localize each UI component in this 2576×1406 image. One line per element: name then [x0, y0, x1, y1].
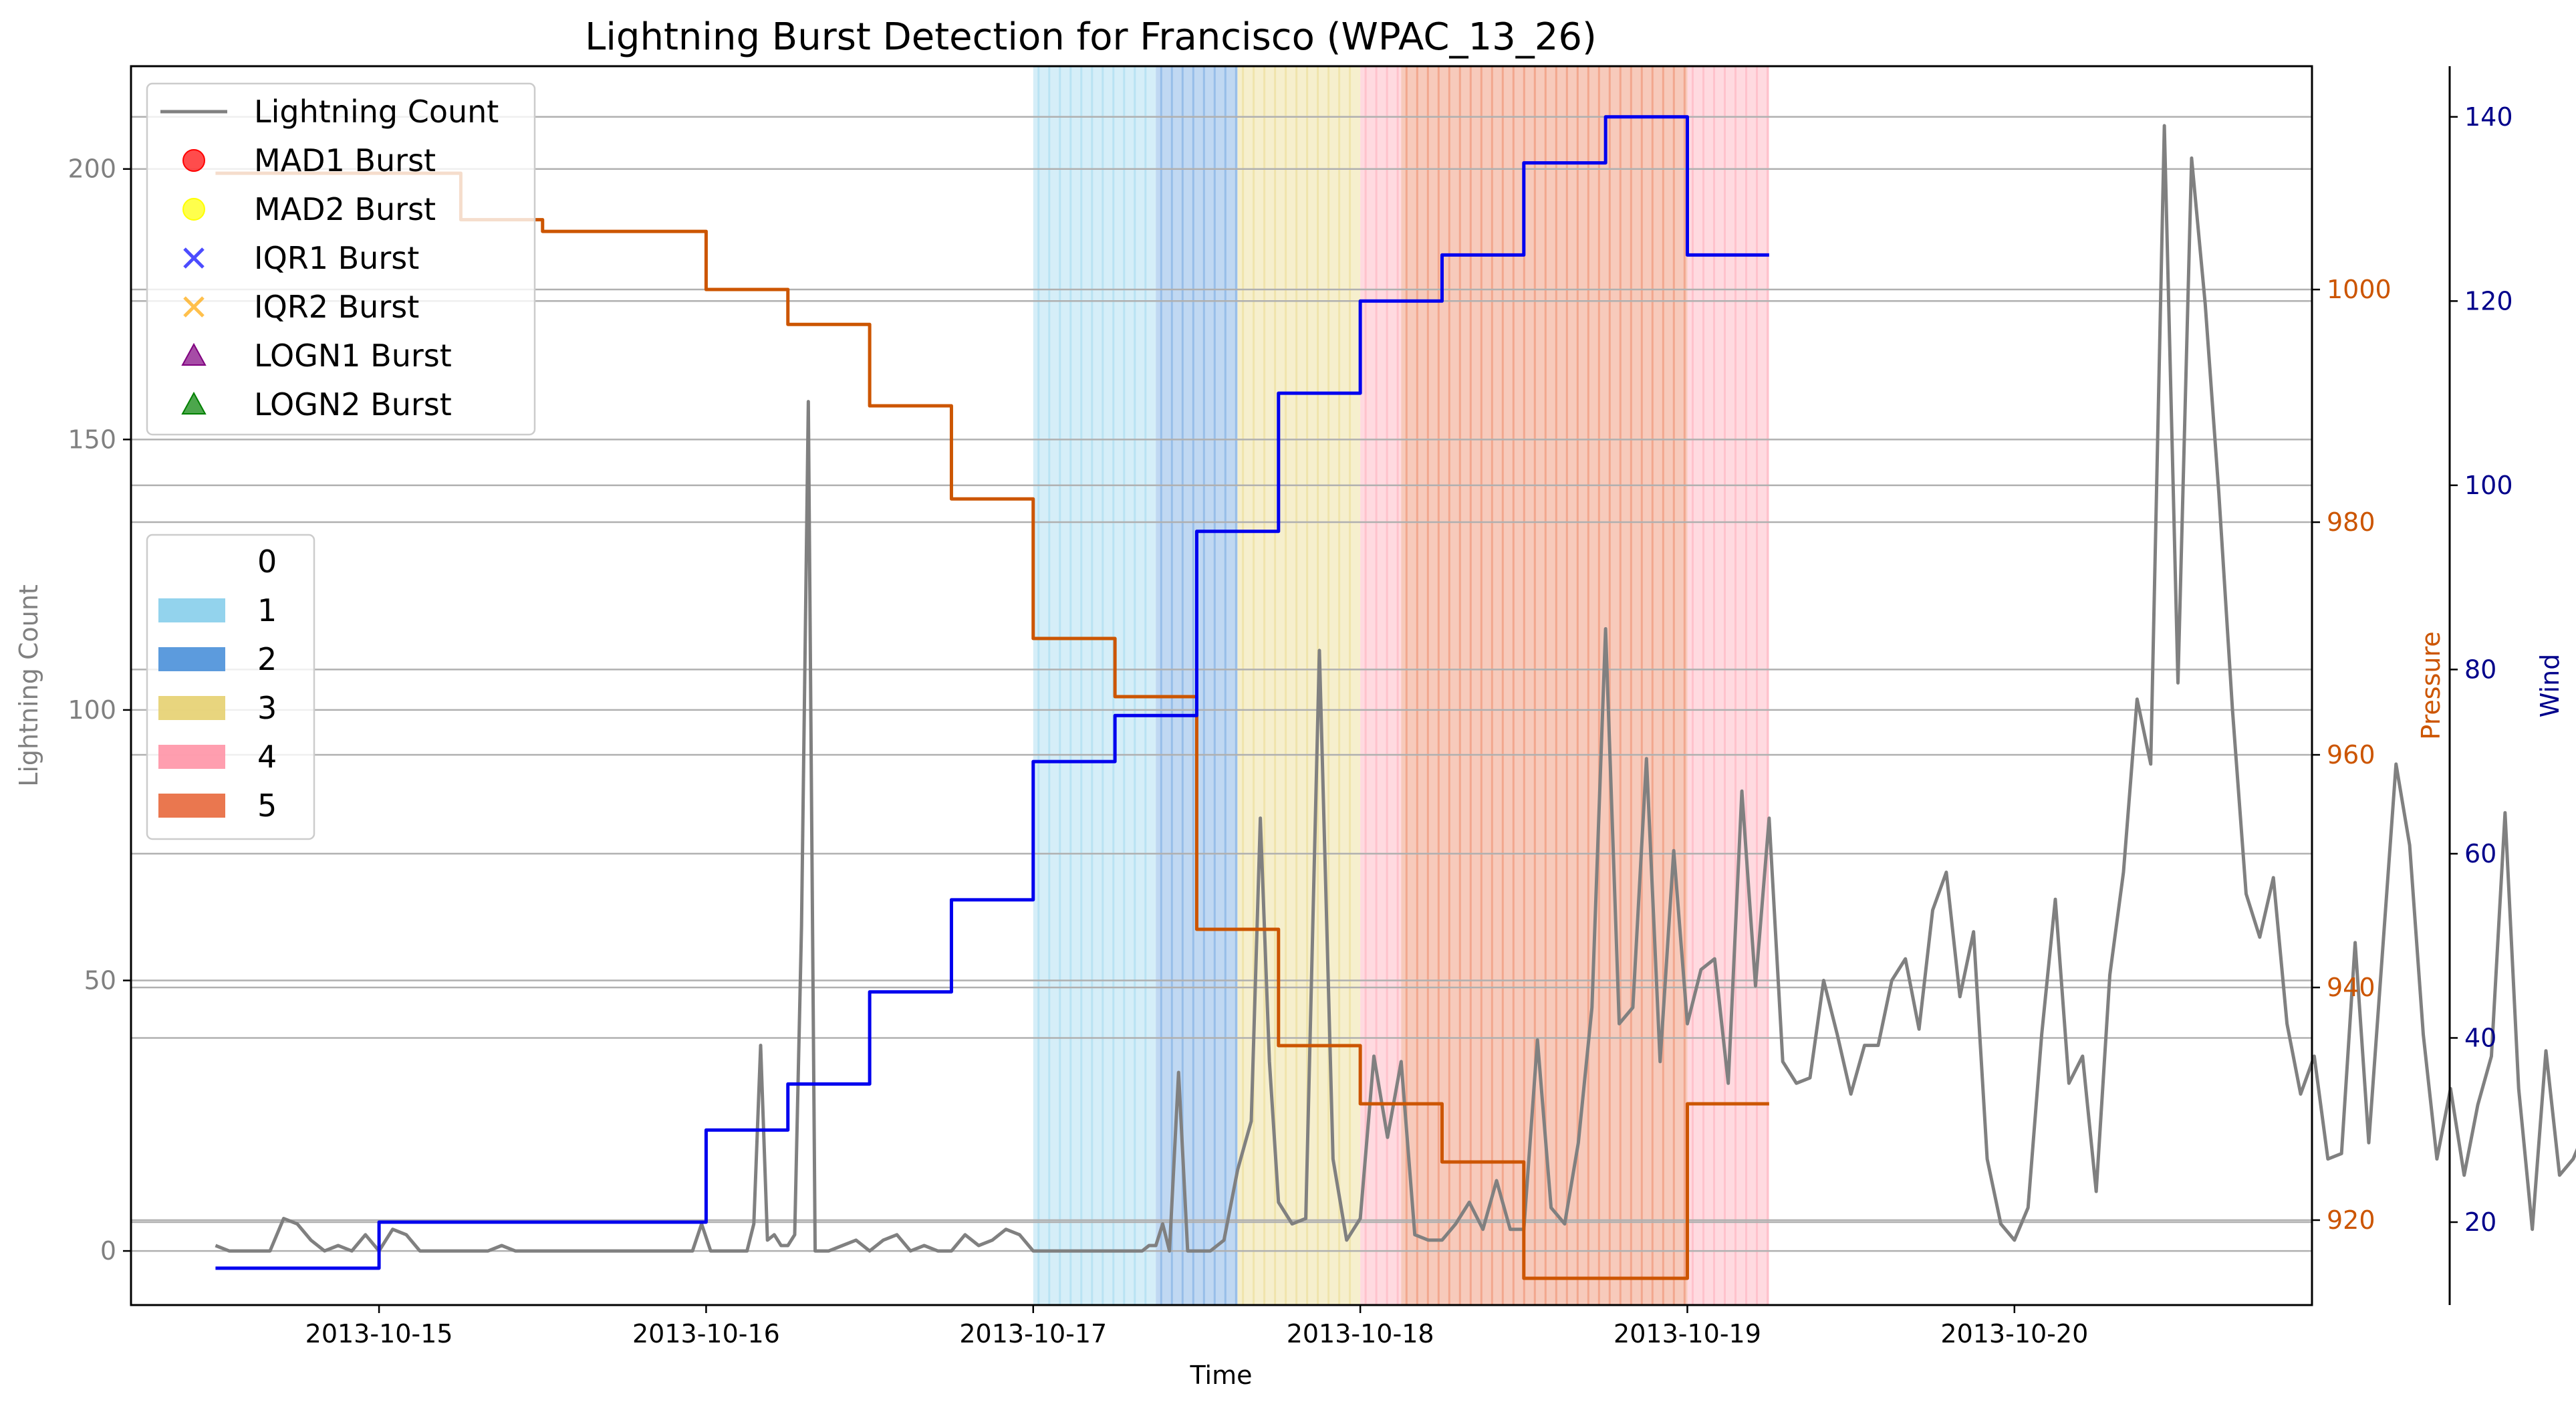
x-axis-label: Time: [1190, 1361, 1253, 1390]
category-legend-box: [146, 534, 315, 840]
series-legend-label: MAD2 Burst: [254, 191, 436, 227]
wind-line: [215, 115, 1769, 1270]
lightning-tick-label: 200: [68, 154, 116, 184]
category-legend-swatch: [158, 794, 225, 818]
wind-tick-label: 20: [2464, 1207, 2496, 1237]
category-bands: [1033, 66, 1769, 1305]
series-legend-label: IQR1 Burst: [254, 240, 419, 276]
category-band-5: [1401, 66, 1688, 1305]
legend-circle-icon: [182, 149, 205, 172]
series-legend-box: [146, 82, 536, 436]
pressure-line: [215, 171, 1769, 1280]
data-lines: [215, 115, 2576, 1280]
x-tick-label: 2013-10-16: [632, 1319, 780, 1349]
lightning-tick-label: 0: [100, 1236, 116, 1266]
axes: 2013-10-15 2013-10-16 2013-10-17 2013-10-18…: [68, 66, 2513, 1349]
category-legend-label: 0: [257, 544, 277, 580]
category-legend-swatch: [158, 598, 225, 622]
y-axis-label-wind: Wind: [2535, 654, 2565, 718]
category-legend-swatch: [158, 745, 225, 769]
lightning-tick-label: 100: [68, 695, 116, 725]
category-legend-label: 3: [257, 690, 277, 726]
x-tick-label: 2013-10-17: [959, 1319, 1107, 1349]
series-legend-label: MAD1 Burst: [254, 142, 436, 179]
y-axis-label-lightning: Lightning Count: [14, 584, 43, 787]
legend-triangle-icon: [181, 391, 207, 415]
horizontal-gridlines: [131, 116, 2312, 1252]
chart-title: Lightning Burst Detection for Francisco …: [585, 15, 1597, 59]
x-tick-label: 2013-10-15: [305, 1319, 453, 1349]
pressure-tick-label: 920: [2327, 1205, 2375, 1235]
category-legend-swatch: [158, 647, 225, 671]
legend-triangle-icon: [181, 342, 207, 366]
category-legend-label: 5: [257, 788, 277, 824]
category-legend-swatch: [158, 550, 225, 574]
wind-tick-label: 120: [2464, 286, 2513, 316]
category-legend-label: 1: [257, 592, 277, 628]
series-legend: Lightning Count MAD1 Burst MAD2 Burst IQR1 …: [146, 82, 536, 436]
wind-tick-label: 140: [2464, 102, 2513, 132]
pressure-tick-label: 980: [2327, 507, 2375, 537]
wind-tick-label: 40: [2464, 1023, 2496, 1052]
category-legend-label: 4: [257, 739, 277, 775]
wind-tick-label: 60: [2464, 839, 2496, 868]
category-band-4: [1687, 66, 1769, 1305]
pressure-tick-label: 960: [2327, 740, 2375, 770]
lightning-count-line: [215, 124, 2576, 1253]
x-tick-label: 2013-10-18: [1287, 1319, 1434, 1349]
wind-tick-label: 80: [2464, 655, 2496, 684]
category-legend-swatch: [158, 696, 225, 720]
series-legend-label: Lightning Count: [254, 94, 499, 130]
legend-circle-icon: [182, 198, 205, 221]
y-axis-label-pressure: Pressure: [2416, 631, 2446, 739]
category-legend-label: 2: [257, 641, 277, 677]
legend-x-icon: [183, 296, 205, 318]
lightning-tick-label: 50: [84, 965, 116, 995]
category-band-3: [1237, 66, 1361, 1305]
wind-tick-label: 100: [2464, 471, 2513, 500]
category-band-1: [1033, 66, 1156, 1305]
series-legend-label: LOGN1 Burst: [254, 338, 452, 374]
x-tick-label: 2013-10-19: [1614, 1319, 1761, 1349]
category-legend: 0 1 2 3 4 5: [146, 534, 315, 840]
series-legend-label: IQR2 Burst: [254, 289, 419, 325]
x-tick-label: 2013-10-20: [1940, 1319, 2088, 1349]
lightning-tick-label: 150: [68, 425, 116, 454]
pressure-tick-label: 1000: [2327, 275, 2392, 304]
legend-x-icon: [183, 247, 205, 269]
pressure-tick-label: 940: [2327, 973, 2375, 1002]
plot-frame: [130, 65, 2313, 1306]
series-legend-label: LOGN2 Burst: [254, 386, 452, 423]
